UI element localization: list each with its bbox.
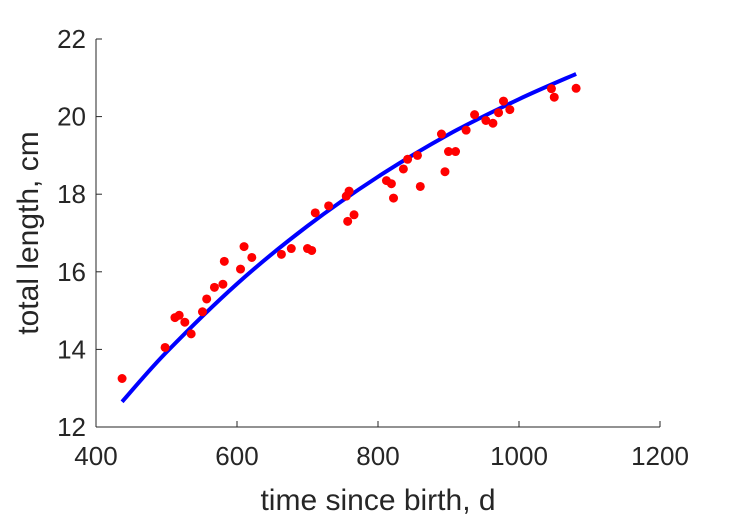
data-point: [546, 84, 556, 94]
fit-curve: [120, 72, 577, 404]
data-point: [344, 186, 354, 196]
data-point: [160, 342, 170, 352]
data-point: [236, 264, 246, 274]
data-point: [349, 210, 359, 220]
data-point: [498, 96, 508, 106]
y-tick-label: 14: [57, 334, 86, 364]
data-point: [219, 256, 229, 266]
data-point: [571, 83, 581, 93]
y-tick-label: 20: [57, 102, 86, 132]
x-tick-label: 1000: [490, 441, 548, 471]
data-point: [310, 208, 320, 218]
data-point: [444, 147, 453, 157]
data-point: [481, 115, 491, 125]
data-point: [307, 245, 317, 255]
x-tick-label: 800: [356, 441, 399, 471]
data-point: [389, 193, 399, 203]
data-point: [186, 329, 196, 339]
data-point: [343, 216, 353, 226]
data-point: [505, 105, 515, 115]
data-point: [488, 118, 498, 128]
data-point: [209, 282, 219, 292]
data-point: [174, 310, 184, 320]
data-point: [117, 374, 127, 383]
data-point: [440, 167, 450, 177]
x-tick-label: 400: [74, 441, 117, 471]
data-point: [324, 201, 334, 211]
data-point: [180, 317, 190, 327]
data-point: [386, 179, 396, 189]
data-point: [415, 181, 425, 191]
y-tick-label: 16: [57, 257, 86, 287]
data-point: [494, 108, 504, 118]
data-point: [202, 294, 212, 304]
y-tick-label: 12: [57, 412, 86, 442]
data-point: [470, 110, 480, 120]
data-point: [247, 252, 257, 262]
points-layer: [117, 83, 581, 383]
data-point: [403, 154, 413, 164]
data-point: [461, 125, 471, 135]
x-axis-label: time since birth, d: [260, 484, 495, 517]
data-point: [197, 307, 207, 317]
data-point: [286, 244, 296, 254]
data-point: [218, 279, 228, 289]
data-point: [412, 150, 422, 160]
y-axis-label: total length, cm: [12, 131, 45, 334]
data-point: [276, 249, 286, 259]
data-point: [239, 242, 249, 252]
data-point: [549, 92, 559, 102]
x-tick-label: 600: [215, 441, 258, 471]
x-tick-label: 1200: [631, 441, 689, 471]
axes: 400 600 800 1000 1200 12 14 16 18 20 22: [57, 24, 689, 471]
data-point: [451, 147, 461, 157]
data-point: [398, 164, 408, 174]
fit-layer: [120, 72, 577, 404]
y-tick-label: 22: [57, 24, 86, 54]
y-tick-label: 18: [57, 179, 86, 209]
data-point: [436, 129, 446, 139]
